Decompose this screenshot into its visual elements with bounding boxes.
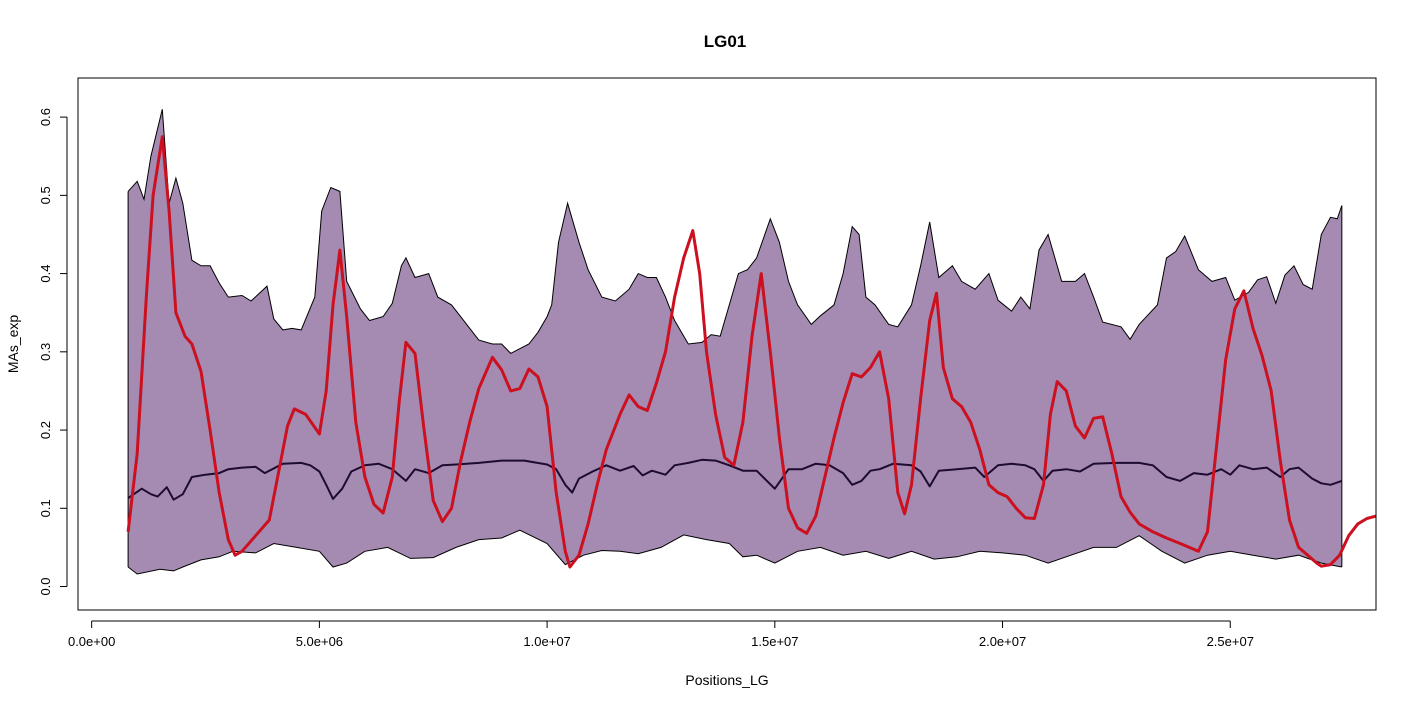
y-axis-label: MAs_exp xyxy=(5,315,21,374)
x-axis-label: Positions_LG xyxy=(685,672,768,688)
series-median-line xyxy=(127,458,1343,501)
y-tick-label: 0.1 xyxy=(38,499,53,517)
x-tick-label: 2.0e+07 xyxy=(979,634,1026,649)
chart-title: LG01 xyxy=(704,32,747,51)
y-tick-label: 0.6 xyxy=(38,108,53,126)
y-tick-label: 0.5 xyxy=(38,186,53,204)
series-observed-line xyxy=(126,135,1377,569)
y-tick-label: 0.3 xyxy=(38,343,53,361)
quantile-band xyxy=(128,109,1342,575)
x-tick-label: 5.0e+06 xyxy=(296,634,343,649)
plot-frame xyxy=(77,77,1377,611)
band-upper-edge xyxy=(127,109,1343,355)
x-tick-label: 2.5e+07 xyxy=(1207,634,1254,649)
x-tick-label: 0.0e+00 xyxy=(68,634,115,649)
band-lower-edge xyxy=(127,529,1342,575)
x-axis: 0.0e+00 5.0e+06 1.0e+07 1.5e+07 2.0e+07 2.5e+… xyxy=(68,620,1254,649)
y-tick-label: 0.2 xyxy=(38,421,53,439)
y-tick-label: 0.4 xyxy=(38,265,53,283)
y-axis: 0.0 0.1 0.2 0.3 0.4 0.5 0.6 xyxy=(38,108,68,596)
y-tick-label: 0.0 xyxy=(38,577,53,595)
plot-area xyxy=(126,109,1377,575)
x-tick-label: 1.5e+07 xyxy=(751,634,798,649)
x-tick-label: 1.0e+07 xyxy=(523,634,570,649)
